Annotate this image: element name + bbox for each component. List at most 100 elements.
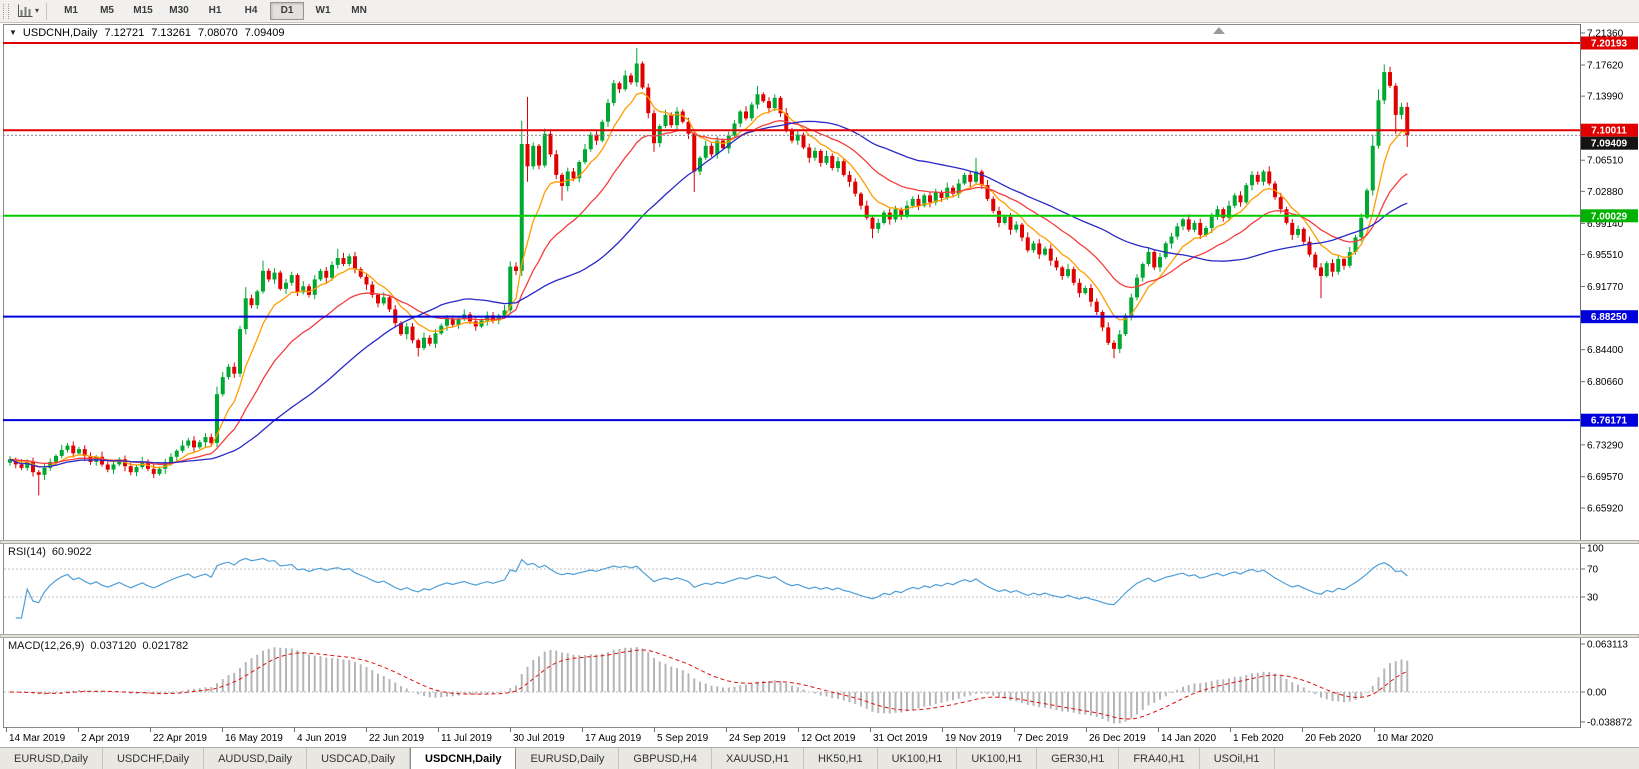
time-axis-label: 30 Jul 2019 xyxy=(513,733,565,744)
time-axis-label: 31 Oct 2019 xyxy=(873,733,928,744)
chart-tab[interactable]: USOil,H1 xyxy=(1199,748,1275,769)
time-axis-label: 16 May 2019 xyxy=(225,733,283,744)
chart-toolbar-button[interactable]: ▾ xyxy=(14,3,42,19)
period-button-m1[interactable]: M1 xyxy=(64,5,78,16)
time-axis-label: 4 Jun 2019 xyxy=(297,733,347,744)
macd-value-signal: 0.021782 xyxy=(142,640,189,652)
price-axis-label: 7.06510 xyxy=(1587,156,1624,167)
ma-line-8 xyxy=(9,91,1408,469)
chart-tab[interactable]: EURUSD,Daily xyxy=(516,748,620,769)
toolbar-grip[interactable] xyxy=(3,3,9,19)
price-badge-text: 7.20193 xyxy=(1591,38,1628,49)
chart-tab[interactable]: USDCHF,Daily xyxy=(102,748,205,769)
rsi-value: 60.9022 xyxy=(51,546,92,558)
price-badge xyxy=(1581,136,1638,150)
panel-splitter[interactable] xyxy=(0,634,1639,638)
time-axis-label: 1 Feb 2020 xyxy=(1233,733,1284,744)
period-button-m30[interactable]: M30 xyxy=(169,5,189,16)
price-badge xyxy=(1581,36,1638,50)
macd-axis-label: 0.063113 xyxy=(1587,640,1628,651)
price-badge xyxy=(1581,310,1638,324)
dropdown-caret-icon: ▾ xyxy=(35,6,40,15)
rsi-indicator-label: RSI(14) 60.9022 xyxy=(8,546,98,558)
rsi-label-text: RSI(14) xyxy=(8,546,46,558)
collapse-arrow-icon[interactable]: ▼ xyxy=(9,28,17,37)
ohlc-low: 7.08070 xyxy=(198,27,238,39)
panel-frame xyxy=(3,543,1581,635)
time-axis-label: 12 Oct 2019 xyxy=(801,733,856,744)
price-badge-text: 7.09409 xyxy=(1591,139,1628,150)
period-button-m15[interactable]: M15 xyxy=(133,5,153,16)
macd-value-main: 0.037120 xyxy=(90,640,137,652)
macd-label-text: MACD(12,26,9) xyxy=(8,640,85,652)
time-axis-label: 24 Sep 2019 xyxy=(729,733,786,744)
price-axis-label: 6.80660 xyxy=(1587,377,1624,388)
chart-tab[interactable]: EURUSD,Daily xyxy=(0,748,103,769)
price-axis-label: 7.21360 xyxy=(1587,29,1624,40)
chart-canvas[interactable]: 7.21360 7.17620 7.13990 7.06510 7.02880 6.991… xyxy=(0,24,1639,747)
candles xyxy=(8,48,1410,496)
chart-tab[interactable]: AUDUSD,Daily xyxy=(204,748,308,769)
time-axis-label: 14 Jan 2020 xyxy=(1161,733,1216,744)
period-button-mn[interactable]: MN xyxy=(351,5,367,16)
ohlc-open: 7.12721 xyxy=(104,27,145,39)
price-axis-label: 7.02880 xyxy=(1587,187,1624,198)
ma-line-21 xyxy=(9,120,1408,465)
time-axis-label: 22 Apr 2019 xyxy=(153,733,207,744)
price-badge xyxy=(1581,413,1638,427)
time-axis-label: 17 Aug 2019 xyxy=(585,733,642,744)
toolbar-separator xyxy=(46,2,48,20)
time-axis-label: 10 Mar 2020 xyxy=(1377,733,1434,744)
top-toolbar: ▾ M1 M5 M15 M30 H1 H4 D1 W1 MN xyxy=(0,0,1639,23)
ma-line-40 xyxy=(9,120,1408,468)
chart-tab[interactable]: USDCNH,Daily xyxy=(410,748,517,769)
period-button-m5[interactable]: M5 xyxy=(100,5,114,16)
time-axis-label: 11 Jul 2019 xyxy=(441,733,492,744)
price-axis-label: 6.99140 xyxy=(1587,219,1624,230)
macd-axis-label: 0.00 xyxy=(1587,688,1607,699)
chart-tab[interactable]: HK50,H1 xyxy=(803,748,878,769)
chart-symbol-label: USDCNH,Daily xyxy=(22,27,98,39)
chart-tab[interactable]: UK100,H1 xyxy=(877,748,958,769)
price-badge-text: 7.00029 xyxy=(1591,211,1628,222)
chart-tab[interactable]: XAUUSD,H1 xyxy=(711,748,804,769)
period-button-h1[interactable]: H1 xyxy=(208,5,222,16)
panel-frame xyxy=(3,24,1581,541)
time-axis-label: 20 Feb 2020 xyxy=(1305,733,1362,744)
price-axis-label: 6.91770 xyxy=(1587,282,1624,293)
chart-ohlc-header: ▼ USDCNH,Daily 7.12721 7.13261 7.08070 7… xyxy=(9,27,292,39)
period-button-h4[interactable]: H4 xyxy=(244,5,258,16)
chart-tab[interactable]: GER30,H1 xyxy=(1037,748,1120,769)
panel-splitter[interactable] xyxy=(0,540,1639,544)
ohlc-high: 7.13261 xyxy=(151,27,192,39)
macd-indicator-label: MACD(12,26,9) 0.037120 0.021782 xyxy=(8,640,194,652)
period-button-w1[interactable]: W1 xyxy=(315,5,331,16)
bar-chart-icon xyxy=(18,4,33,17)
period-button-d1[interactable]: D1 xyxy=(270,2,305,20)
time-axis-label: 14 Mar 2019 xyxy=(9,733,66,744)
macd-axis-label: -0.038872 xyxy=(1587,718,1632,729)
price-badge xyxy=(1581,123,1638,137)
macd-signal-line xyxy=(9,649,1408,720)
chart-tabs: EURUSD,Daily USDCHF,Daily AUDUSD,Daily USDC… xyxy=(0,747,1639,769)
chart-tab[interactable]: FRA40,H1 xyxy=(1119,748,1200,769)
price-axis-label: 6.84400 xyxy=(1587,345,1624,356)
price-badge-text: 7.10011 xyxy=(1591,126,1627,137)
chart-tab[interactable]: GBPUSD,H4 xyxy=(619,748,712,769)
price-axis-label: 6.73290 xyxy=(1587,440,1624,451)
price-axis-label: 6.95510 xyxy=(1587,250,1624,261)
ohlc-close: 7.09409 xyxy=(244,27,285,39)
time-axis-label: 19 Nov 2019 xyxy=(945,733,1002,744)
time-axis-label: 2 Apr 2019 xyxy=(81,733,130,744)
chart-tab[interactable]: UK100,H1 xyxy=(957,748,1038,769)
rsi-axis-label: 70 xyxy=(1587,565,1599,576)
chart-shift-marker[interactable] xyxy=(1213,27,1225,34)
price-axis-label: 6.69570 xyxy=(1587,472,1624,483)
rsi-axis-label: 100 xyxy=(1587,544,1604,555)
chart-tab[interactable]: USDCAD,Daily xyxy=(307,748,411,769)
rsi-line xyxy=(15,557,1408,619)
price-axis-label: 7.13990 xyxy=(1587,92,1624,103)
macd-histogram xyxy=(14,646,1409,724)
time-axis-label: 22 Jun 2019 xyxy=(369,733,424,744)
price-badge xyxy=(1581,209,1638,223)
